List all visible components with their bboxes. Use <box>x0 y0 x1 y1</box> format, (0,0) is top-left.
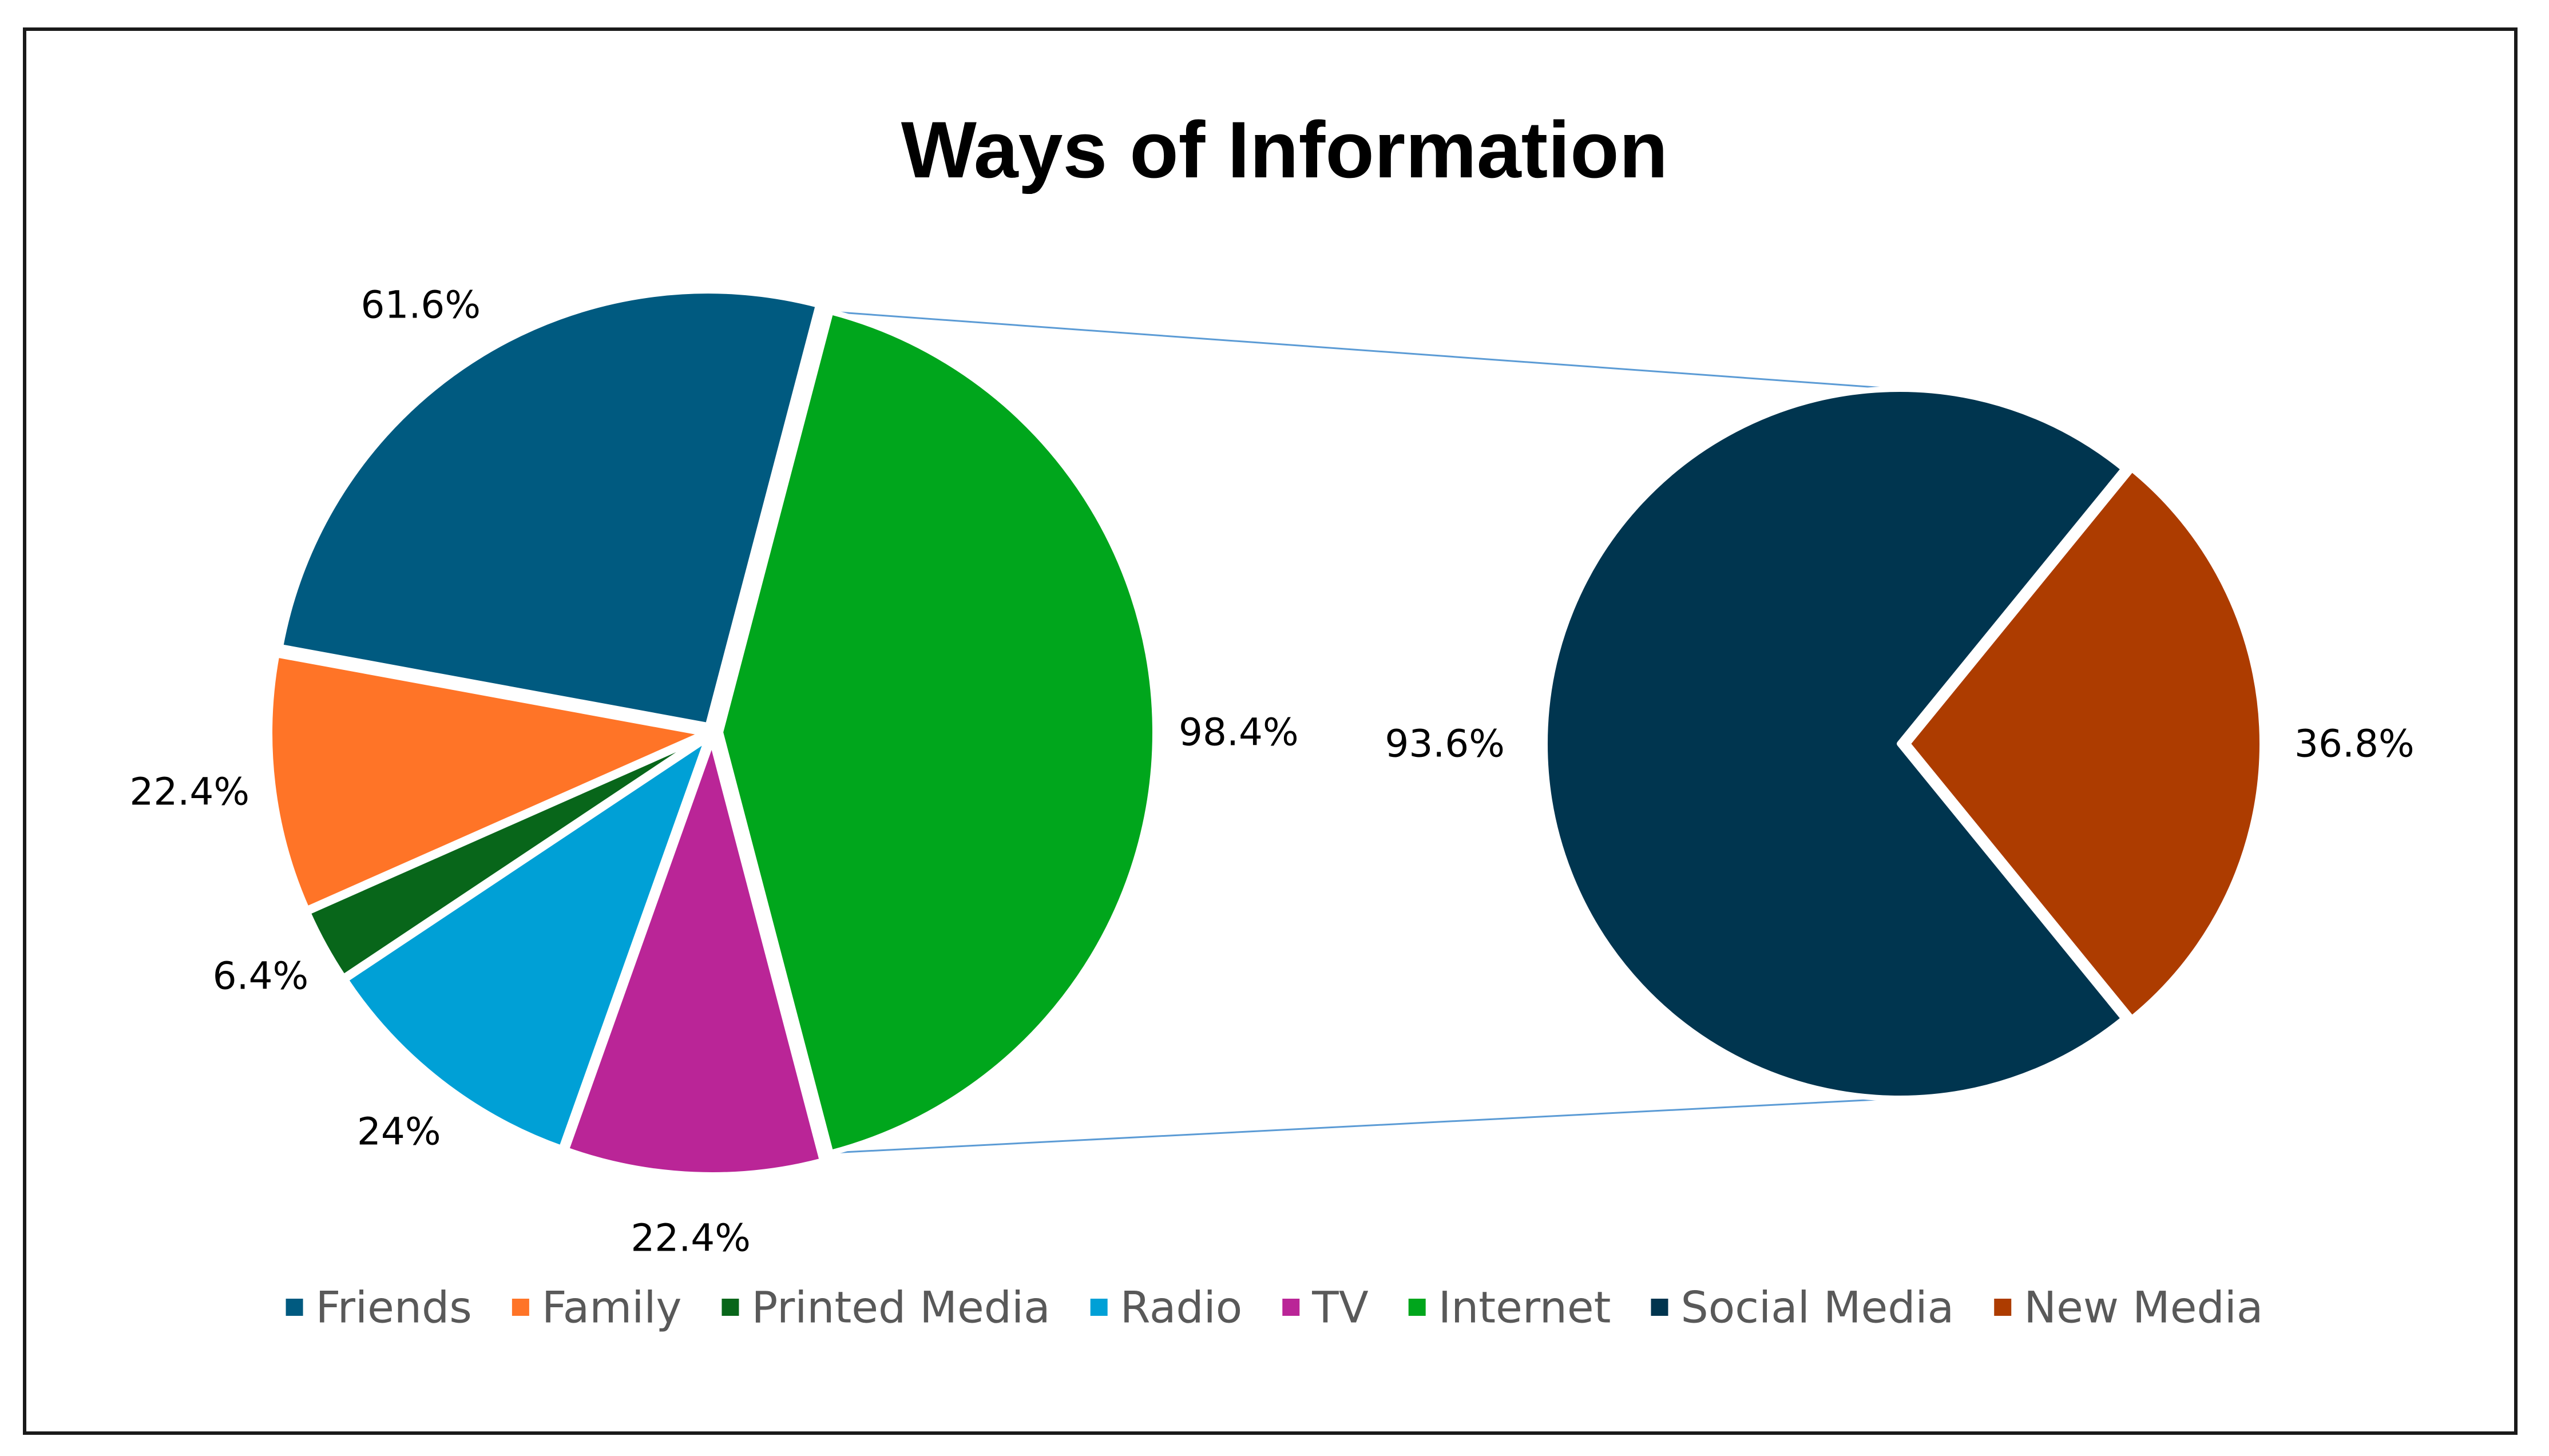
data-label-social-media: 93.6% <box>1385 722 1505 766</box>
legend-item-tv: TV <box>1282 1282 1369 1333</box>
legend-label-radio: Radio <box>1120 1282 1243 1333</box>
pie-slice-radio <box>342 736 711 1152</box>
legend-swatch-friends <box>286 1299 303 1316</box>
legend-label-social-media: Social Media <box>1680 1282 1954 1333</box>
data-label-radio: 24% <box>357 1109 441 1153</box>
primary-data-labels: 61.6% 98.4% 22.4% 24% 6.4% 22.4% <box>129 283 1298 1260</box>
legend-label-printed-media: Printed Media <box>751 1282 1050 1333</box>
legend-item-friends: Friends <box>286 1282 472 1333</box>
legend-label-family: Family <box>542 1282 682 1333</box>
secondary-data-labels: 93.6% 36.8% <box>1385 722 2414 766</box>
legend-label-friends: Friends <box>316 1282 472 1333</box>
legend-swatch-social-media <box>1651 1299 1668 1316</box>
data-label-friends: 61.6% <box>360 283 481 327</box>
legend-swatch-printed-media <box>722 1299 739 1316</box>
legend-item-family: Family <box>512 1282 682 1333</box>
connector-lines <box>830 311 1900 1154</box>
pie-slice-new-media <box>1905 466 2265 1022</box>
data-label-printed-media: 6.4% <box>213 954 309 998</box>
legend-item-radio: Radio <box>1090 1282 1243 1333</box>
data-label-internet: 98.4% <box>1179 711 1299 755</box>
data-label-tv: 22.4% <box>631 1216 751 1260</box>
connector-line-bottom <box>830 1097 1900 1154</box>
pie-slice-internet <box>717 308 1158 1156</box>
legend-item-social-media: Social Media <box>1651 1282 1954 1333</box>
legend-swatch-family <box>512 1299 529 1316</box>
legend-label-tv: TV <box>1311 1282 1368 1333</box>
legend-swatch-radio <box>1090 1299 1108 1316</box>
legend-item-new-media: New Media <box>1994 1282 2263 1333</box>
legend-swatch-tv <box>1282 1299 1300 1316</box>
legend-label-new-media: New Media <box>2024 1282 2263 1333</box>
pie-slice-family <box>267 652 708 913</box>
chart-title: Ways of Information <box>901 105 1668 195</box>
data-label-new-media: 36.8% <box>2294 722 2415 766</box>
connector-line-top <box>830 311 1900 390</box>
pie-slice-tv <box>563 737 826 1178</box>
legend-swatch-internet <box>1408 1299 1426 1316</box>
primary-pie <box>267 288 1158 1178</box>
data-label-family: 22.4% <box>129 769 249 814</box>
legend-item-printed-media: Printed Media <box>722 1282 1050 1333</box>
secondary-pie <box>1542 386 2265 1101</box>
legend-swatch-new-media <box>1994 1299 2012 1316</box>
legend-item-internet: Internet <box>1408 1282 1611 1333</box>
pie-slice-friends <box>277 288 822 729</box>
legend-label-internet: Internet <box>1438 1282 1611 1333</box>
pie-slice-printed-media <box>304 733 708 981</box>
pie-slice-social-media <box>1542 386 2127 1101</box>
legend: Friends Family Printed Media Radio TV Interne… <box>286 1282 2263 1333</box>
